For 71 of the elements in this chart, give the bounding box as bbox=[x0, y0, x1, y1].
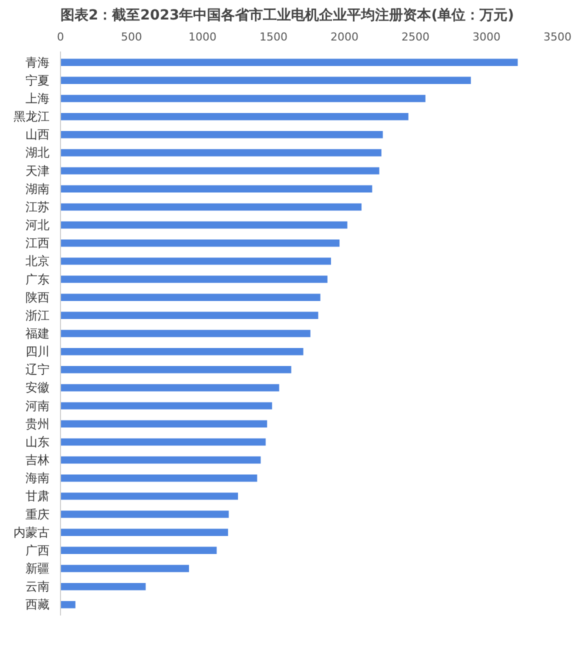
bar bbox=[60, 76, 471, 84]
x-tick-label: 3000 bbox=[472, 30, 501, 44]
y-tick-label: 广东 bbox=[26, 272, 50, 286]
y-tick-label: 云南 bbox=[26, 580, 50, 594]
bar bbox=[60, 384, 280, 392]
bar bbox=[60, 258, 332, 265]
bar bbox=[60, 185, 372, 192]
bar bbox=[60, 366, 292, 374]
bar bbox=[60, 167, 380, 174]
bar bbox=[60, 94, 426, 102]
y-tick-label: 吉林 bbox=[26, 453, 50, 468]
bar bbox=[60, 221, 348, 229]
bar bbox=[60, 203, 362, 211]
chart-title: 图表2：截至2023年中国各省市工业电机企业平均注册资本(单位：万元) bbox=[60, 6, 514, 24]
y-tick-label: 湖北 bbox=[26, 146, 50, 160]
y-tick-label: 西藏 bbox=[26, 598, 50, 612]
bar bbox=[60, 240, 340, 247]
bar bbox=[60, 402, 272, 410]
y-tick-label: 四川 bbox=[26, 344, 50, 359]
bar bbox=[60, 420, 268, 428]
x-tick-label: 1000 bbox=[188, 30, 217, 44]
x-tick-label: 1500 bbox=[260, 30, 288, 44]
bar bbox=[60, 294, 320, 301]
y-tick-label: 北京 bbox=[26, 254, 50, 268]
y-tick-label: 江西 bbox=[26, 236, 50, 250]
y-tick-label: 江苏 bbox=[26, 200, 50, 214]
y-tick-label: 黑龙江 bbox=[14, 110, 50, 124]
y-tick-label: 海南 bbox=[26, 471, 50, 486]
y-tick-label: 山西 bbox=[26, 128, 50, 142]
bar bbox=[60, 601, 76, 608]
y-tick-label: 天津 bbox=[26, 164, 50, 178]
bar bbox=[60, 564, 190, 572]
bar bbox=[60, 276, 328, 283]
y-tick-label: 贵州 bbox=[26, 416, 50, 431]
bar bbox=[60, 528, 228, 536]
y-tick-label: 湖南 bbox=[26, 182, 50, 196]
bar bbox=[60, 149, 382, 156]
y-tick-label: 山东 bbox=[26, 434, 50, 449]
y-tick-label: 河南 bbox=[26, 398, 50, 413]
bar bbox=[60, 438, 266, 446]
bar bbox=[60, 330, 310, 338]
bar bbox=[60, 58, 518, 66]
x-tick-label: 3500 bbox=[544, 30, 572, 44]
bar bbox=[60, 510, 229, 518]
bar bbox=[60, 456, 261, 464]
bar bbox=[60, 112, 408, 120]
bar bbox=[60, 474, 258, 482]
y-tick-label: 内蒙古 bbox=[14, 525, 50, 540]
bar bbox=[60, 312, 318, 320]
y-tick-label: 广西 bbox=[26, 543, 50, 558]
bar bbox=[60, 131, 383, 138]
y-tick-label: 重庆 bbox=[26, 507, 50, 522]
y-tick-label: 新疆 bbox=[26, 562, 50, 576]
y-tick-label: 浙江 bbox=[26, 308, 50, 322]
y-tick-label: 辽宁 bbox=[26, 362, 50, 377]
y-tick-label: 陕西 bbox=[26, 290, 50, 304]
y-tick-label: 安徽 bbox=[26, 380, 50, 395]
x-tick-label: 2500 bbox=[402, 30, 430, 44]
bar bbox=[60, 546, 217, 554]
y-tick-label: 青海 bbox=[26, 55, 50, 70]
x-tick-label: 2000 bbox=[330, 30, 359, 44]
y-tick-label: 河北 bbox=[26, 218, 50, 232]
x-tick-label: 0 bbox=[57, 30, 64, 44]
x-tick-label: 500 bbox=[121, 30, 142, 44]
bar bbox=[60, 348, 304, 356]
y-tick-label: 上海 bbox=[26, 92, 50, 106]
y-tick-label: 福建 bbox=[26, 326, 50, 340]
y-tick-label: 宁夏 bbox=[26, 73, 50, 88]
bar bbox=[60, 492, 238, 500]
y-tick-label: 甘肃 bbox=[26, 489, 50, 504]
bar bbox=[60, 582, 146, 590]
